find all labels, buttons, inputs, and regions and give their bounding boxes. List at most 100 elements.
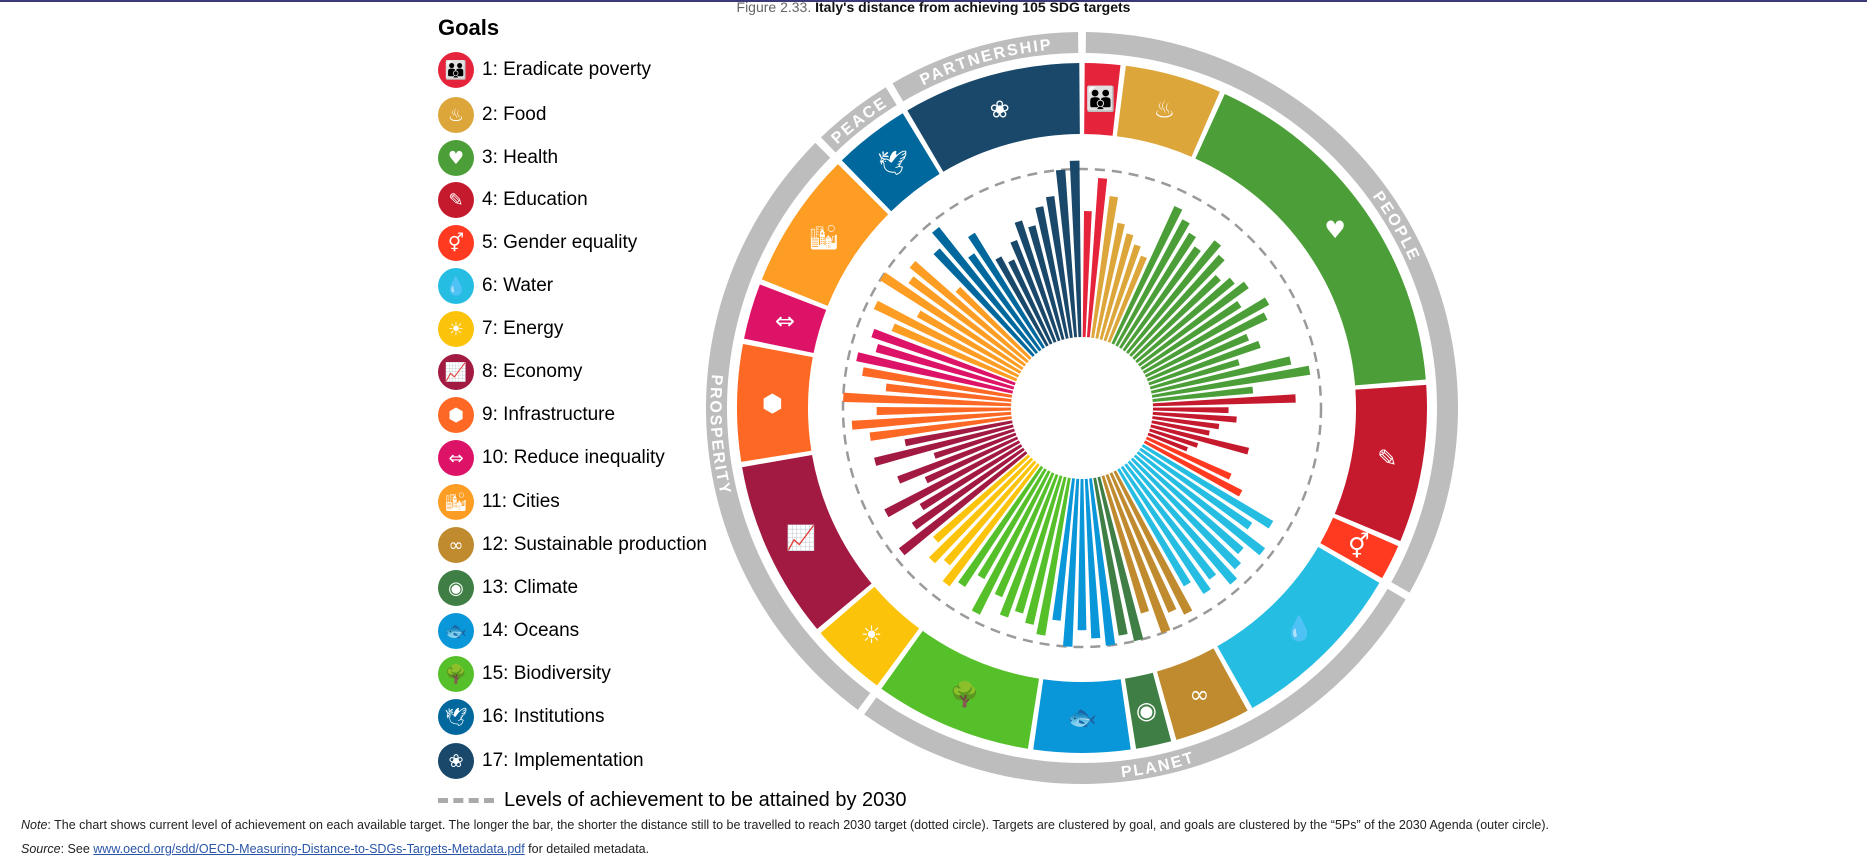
legend-label-goal-9: 9: Infrastructure — [482, 404, 616, 425]
bar-goal-6-target-7 — [1124, 463, 1217, 580]
note: Note: The chart shows current level of a… — [21, 818, 1549, 832]
tree-icon: 🌳 — [438, 656, 474, 692]
goal-segment-6 — [1217, 546, 1380, 708]
bar-goal-9-target-2 — [851, 411, 1012, 430]
eye-globe-icon: ◉ — [1136, 697, 1157, 725]
cubes-icon: ⬢ — [438, 397, 474, 433]
levels-legend: Levels of achievement to be attained by … — [438, 789, 907, 812]
arrows-icon: ⇔ — [438, 440, 474, 476]
five-p-ring-peace — [820, 87, 897, 153]
bar-goal-3-target-1 — [1111, 205, 1183, 345]
bar-goal-15-target-2 — [1025, 476, 1067, 625]
legend-label-goal-8: 8: Economy — [482, 361, 583, 382]
bar-goal-16-target-3 — [968, 253, 1042, 352]
levels-label: Levels of achievement to be attained by … — [504, 789, 907, 811]
metadata-link[interactable]: www.oecd.org/sdd/OECD-Measuring-Distance… — [93, 842, 525, 856]
goal-segment-14 — [1033, 679, 1131, 753]
city-icon: 🏙 — [438, 484, 474, 520]
eye-globe-icon: ◉ — [438, 570, 474, 606]
legend-item-goal-11: 🏙 11: Cities — [438, 482, 560, 522]
bar-goal-9-target-3 — [876, 407, 1012, 416]
city-icon: 🏙 — [808, 223, 838, 251]
bar-goal-12-target-3 — [1105, 473, 1171, 634]
legend-item-goal-2: ♨ 2: Food — [438, 95, 546, 135]
bar-goal-11-target-6 — [909, 261, 1029, 364]
bar-goal-3-target-18 — [1152, 386, 1254, 402]
five-p-ring-prosperity — [706, 142, 871, 710]
legend-label-goal-17: 17: Implementation — [482, 750, 644, 771]
bar-goal-8-target-4 — [884, 440, 1021, 518]
legend-item-goal-12: ∞ 12: Sustainable production — [438, 525, 707, 565]
bar-goal-8-target-5 — [924, 436, 1019, 484]
legend-item-goal-4: ✎ 4: Education — [438, 180, 588, 220]
goal-segment-5 — [1320, 517, 1399, 579]
legend-item-goal-1: 👪 1: Eradicate poverty — [438, 50, 651, 90]
bar-goal-7-target-4 — [933, 454, 1031, 543]
arrows-icon: ⇔ — [775, 307, 795, 335]
sun-icon: ☀ — [861, 621, 883, 649]
dashed-line-icon — [438, 798, 494, 803]
goal-segment-12 — [1156, 648, 1248, 740]
bar-goal-2-target-1 — [1091, 195, 1119, 339]
legend-item-goal-14: 🐟 14: Oceans — [438, 611, 579, 651]
bar-goal-5-target-2 — [1143, 440, 1243, 497]
bowl-icon: ♨ — [438, 97, 474, 133]
bar-goal-3-target-6 — [1129, 254, 1225, 357]
bar-goal-9-target-1 — [869, 416, 1012, 441]
legend-item-goal-13: ◉ 13: Climate — [438, 568, 578, 608]
bar-goal-8-target-8 — [874, 424, 1014, 466]
infinity-icon: ∞ — [1189, 680, 1209, 708]
bar-goal-11-target-7 — [955, 286, 1032, 360]
flower-icon: ❀ — [438, 743, 474, 779]
bar-goal-2-target-5 — [1107, 255, 1147, 343]
legend-item-goal-16: 🕊 16: Institutions — [438, 697, 605, 737]
bar-goal-17-target-1 — [995, 256, 1049, 347]
family-icon: 👪 — [438, 52, 474, 88]
source: Source: See www.oecd.org/sdd/OECD-Measur… — [21, 842, 649, 856]
note-label: Note — [21, 818, 48, 832]
legend-label-goal-15: 15: Biodiversity — [482, 663, 611, 684]
bar-goal-2-target-2 — [1095, 222, 1125, 339]
bar-goal-11-target-3 — [916, 310, 1022, 374]
five-p-ring-partnership — [892, 32, 1079, 102]
figure-title-text: Italy's distance from achieving 105 SDG … — [815, 0, 1131, 15]
bar-goal-4-target-2 — [1152, 407, 1229, 414]
bar-goal-5-target-1 — [1145, 436, 1232, 480]
legend-item-goal-6: 💧 6: Water — [438, 266, 553, 306]
bar-goal-14-target-4 — [1062, 478, 1080, 647]
bar-goal-13-target-2 — [1093, 477, 1128, 636]
goal-segment-11 — [761, 164, 889, 306]
bowl-icon: ♨ — [1154, 96, 1176, 124]
bar-goal-3-target-8 — [1135, 277, 1235, 364]
bar-goal-14-target-1 — [1089, 478, 1116, 646]
cubes-icon: ⬢ — [762, 389, 783, 417]
goal-segment-1 — [1084, 63, 1121, 136]
goal-segment-7 — [820, 586, 920, 686]
legend-label-goal-2: 2: Food — [482, 104, 547, 125]
bar-goal-15-target-8 — [958, 465, 1044, 587]
target-2030-circle — [841, 167, 1323, 649]
bar-goal-17-target-9 — [1069, 160, 1082, 338]
goal-segment-13 — [1124, 672, 1172, 749]
bar-goal-3-target-11 — [1142, 297, 1270, 374]
bar-goal-3-target-4 — [1122, 246, 1201, 352]
five-p-label-planet: PLANET — [1120, 749, 1197, 781]
bar-goal-3-target-9 — [1137, 281, 1249, 367]
bar-goal-14-target-5 — [1052, 478, 1075, 621]
bar-goal-3-target-3 — [1119, 232, 1196, 349]
bar-goal-4-target-4 — [1152, 416, 1220, 430]
bar-goal-1-target-1 — [1082, 211, 1092, 338]
bar-goal-9-target-6 — [862, 367, 1013, 398]
bar-goal-11-target-1 — [891, 323, 1018, 382]
five-p-label-prosperity: PROSPERITY — [706, 374, 733, 497]
bar-goal-3-target-5 — [1126, 240, 1222, 355]
bar-goal-16-target-4 — [968, 232, 1045, 349]
bar-goal-4-target-7 — [1149, 428, 1199, 448]
goal-segment-3 — [1195, 93, 1426, 386]
bar-goal-10-target-1 — [856, 352, 1014, 394]
legend-title: Goals — [438, 15, 500, 40]
bar-goal-8-target-9 — [904, 420, 1013, 447]
bar-goal-8-target-6 — [897, 432, 1017, 484]
goal-segment-2 — [1116, 65, 1220, 157]
